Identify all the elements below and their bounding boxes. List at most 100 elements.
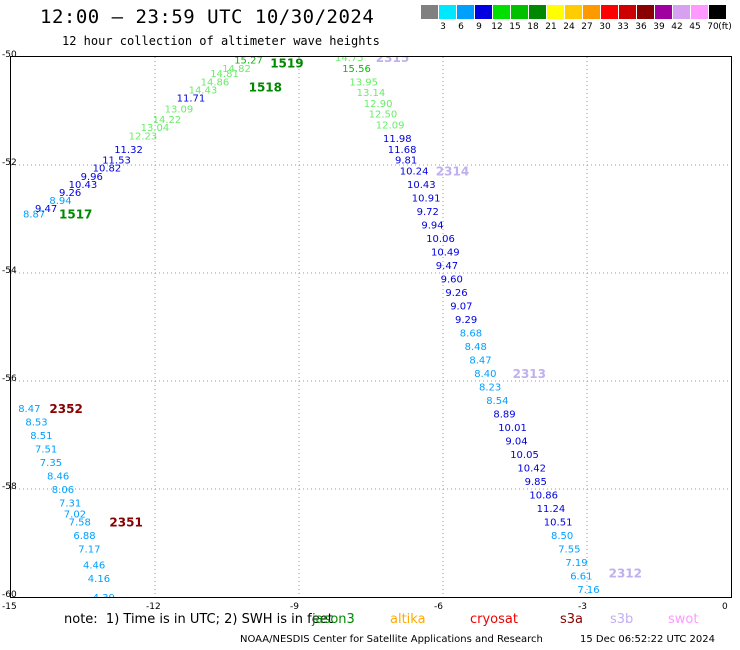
wave-height-value: 9.81	[395, 156, 417, 167]
scale-swatch	[439, 5, 456, 19]
wave-height-value: 9.04	[505, 436, 527, 447]
wave-height-value: 11.53	[102, 156, 131, 167]
scale-swatch	[691, 5, 708, 19]
wave-height-value: 9.85	[525, 477, 547, 488]
satellite-legend-item: swot	[668, 612, 699, 627]
wave-height-value: 7.55	[558, 544, 580, 555]
wave-height-value: 10.42	[517, 463, 546, 474]
wave-height-value: 7.17	[78, 544, 100, 555]
scale-swatch	[457, 5, 474, 19]
wave-height-value: 14.82	[222, 64, 251, 75]
wave-height-value: 12.90	[364, 99, 393, 110]
wave-height-value: 10.43	[69, 180, 98, 191]
wave-height-value: 10.51	[544, 517, 573, 528]
wave-height-value: 11.98	[383, 134, 412, 145]
wave-height-value: 7.19	[565, 558, 587, 569]
pass-number-label: 1518	[249, 81, 282, 95]
map-plot-area: 8.87 9.47 8.94 9.26 10.43 9.96 10.82 11.53 11.32…	[10, 56, 732, 598]
wave-height-value: 11.71	[177, 94, 206, 105]
wave-height-value: 9.94	[421, 220, 443, 231]
y-tick-label: -60	[2, 590, 17, 600]
scale-label: 6	[458, 22, 464, 32]
wave-height-value: 4.39	[93, 593, 115, 597]
scale-label: 15	[509, 22, 521, 32]
scale-swatch	[529, 5, 546, 19]
wave-height-value: 9.07	[450, 301, 472, 312]
scale-swatch	[547, 5, 564, 19]
scale-unit-label: (ft)	[718, 22, 732, 32]
wave-height-value: 6.88	[73, 531, 95, 542]
footer-credit: NOAA/NESDIS Center for Satellite Applica…	[240, 634, 543, 645]
wave-height-value: 10.06	[426, 234, 455, 245]
wave-height-value: 8.47	[18, 404, 40, 415]
wave-height-value: 14.75	[335, 57, 364, 64]
wave-height-value: 13.04	[141, 123, 170, 134]
scale-swatch	[655, 5, 672, 19]
wave-height-value: 10.24	[400, 166, 429, 177]
scale-label: 24	[563, 22, 575, 32]
scale-label: 12	[491, 22, 503, 32]
wave-height-value: 10.43	[407, 180, 436, 191]
wave-height-value: 7.02	[64, 509, 86, 520]
satellite-legend-item: jason3	[312, 612, 355, 627]
scale-swatch	[637, 5, 654, 19]
footer-timestamp: 15 Dec 06:52:22 UTC 2024	[580, 634, 715, 645]
wave-height-value: 11.24	[537, 504, 566, 515]
wave-height-value: 8.94	[49, 196, 71, 207]
pass-number-label: 1519	[270, 57, 303, 70]
satellite-legend-item: altika	[390, 612, 426, 627]
scale-swatch	[421, 5, 438, 19]
wave-height-value: 8.23	[479, 382, 501, 393]
satellite-legend-item: s3b	[610, 612, 634, 627]
wave-height-value: 9.60	[441, 274, 463, 285]
x-tick-label: -15	[2, 602, 17, 612]
x-tick-label: -12	[146, 602, 161, 612]
wave-height-value: 14.86	[201, 77, 230, 88]
scale-label: 27	[581, 22, 593, 32]
scale-swatch	[709, 5, 726, 19]
wave-height-value: 13.09	[165, 104, 194, 115]
wave-height-value: 7.58	[69, 517, 91, 528]
scale-swatch	[601, 5, 618, 19]
x-tick-label: -6	[434, 602, 443, 612]
wave-height-value: 8.06	[52, 485, 74, 496]
wave-height-value: 12.50	[369, 110, 398, 121]
wave-height-value: 10.86	[529, 490, 558, 501]
wave-height-value: 8.48	[465, 342, 487, 353]
scale-swatch	[493, 5, 510, 19]
wave-height-value: 8.46	[47, 472, 69, 483]
scale-label: 30	[599, 22, 611, 32]
wave-height-value: 8.47	[469, 355, 491, 366]
scale-swatch	[565, 5, 582, 19]
wave-height-value: 10.05	[510, 450, 539, 461]
scale-swatch	[475, 5, 492, 19]
wave-height-value: 13.14	[357, 88, 386, 99]
wave-height-value: 4.46	[83, 561, 105, 572]
wave-height-color-scale: 3 6 9 12 15 18 21 24 27 30 33 36 39 42 45 70 (ft)	[421, 5, 732, 35]
x-tick-label: 0	[722, 602, 728, 612]
scale-swatch	[583, 5, 600, 19]
scale-swatch	[619, 5, 636, 19]
scale-label: 70	[707, 22, 719, 32]
wave-height-value: 8.89	[493, 409, 515, 420]
note-text: note: 1) Time is in UTC; 2) SWH is in fe…	[64, 612, 333, 627]
wave-height-value: 8.53	[25, 418, 47, 429]
y-tick-label: -50	[2, 50, 17, 60]
y-tick-label: -56	[2, 374, 17, 384]
pass-number-label: 2312	[609, 567, 642, 581]
scale-label: 39	[653, 22, 665, 32]
scale-swatch	[511, 5, 528, 19]
wave-height-value: 7.35	[40, 458, 62, 469]
scale-label: 36	[635, 22, 647, 32]
wave-height-value: 11.32	[114, 145, 143, 156]
wave-height-value: 8.87	[23, 210, 45, 221]
scale-label: 21	[545, 22, 557, 32]
wave-height-value: 8.68	[460, 328, 482, 339]
map-title: 12:00 — 23:59 UTC 10/30/2024	[40, 6, 375, 28]
pass-number-label: 2351	[109, 515, 142, 529]
wave-height-value: 7.31	[59, 499, 81, 510]
satellite-legend-item: s3a	[560, 612, 584, 627]
wave-height-value: 9.96	[81, 172, 103, 183]
wave-height-value: 10.01	[498, 423, 527, 434]
wave-height-value: 9.47	[436, 261, 458, 272]
